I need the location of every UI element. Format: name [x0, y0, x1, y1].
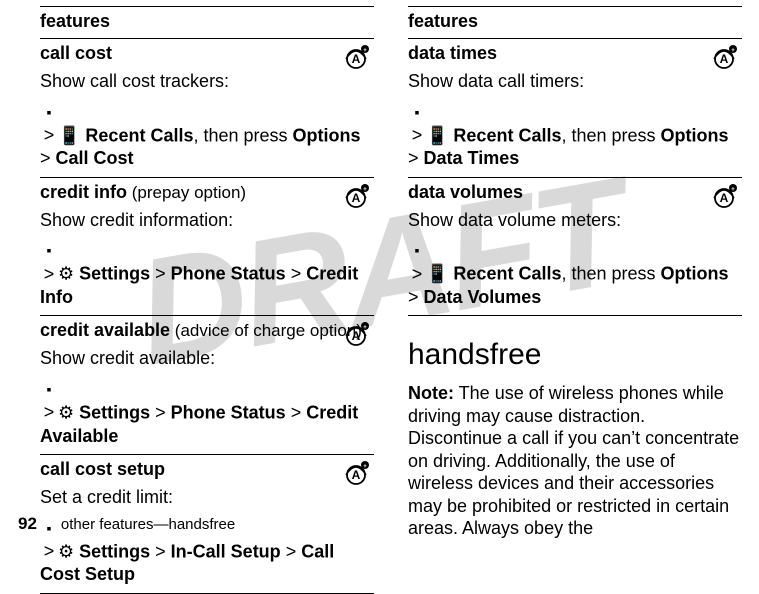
left-header-row: features [40, 6, 374, 38]
path-seg: > [408, 287, 424, 307]
menu-icon: 📱 [426, 125, 448, 145]
center-key-icon: ⬝ > [40, 378, 58, 425]
right-header-row: features [408, 6, 742, 38]
path-seg: > [286, 264, 307, 284]
path-seg: > [40, 148, 56, 168]
network-availability-icon: A+ [342, 45, 372, 71]
svg-text:+: + [363, 464, 367, 470]
feature-desc: Set a credit limit: [40, 486, 374, 509]
svg-text:+: + [731, 48, 735, 54]
feature-path: ⬝ > 📱 Recent Calls, then press Options >… [408, 101, 742, 171]
path-seg: Call Cost [56, 148, 134, 168]
network-availability-icon: A+ [342, 184, 372, 210]
center-key-icon: ⬝ > [40, 101, 58, 148]
menu-icon: 📱 [58, 125, 80, 145]
path-seg: , then press [561, 264, 660, 284]
center-key-icon: ⬝ > [40, 239, 58, 286]
svg-text:A: A [352, 191, 361, 205]
path-seg: Phone Status [171, 402, 286, 422]
svg-text:+: + [363, 48, 367, 54]
network-availability-icon: A+ [710, 184, 740, 210]
feature-title: data volumes [408, 182, 523, 202]
svg-text:A: A [720, 191, 729, 205]
row-data-volumes: data volumes A+ Show data volume meters:… [408, 177, 742, 317]
feature-path: ⬝ > ⚙ Settings > In-Call Setup > Call Co… [40, 517, 374, 587]
feature-title: credit info [40, 182, 127, 202]
feature-suffix: (prepay option) [127, 183, 246, 202]
feature-desc: Show data volume meters: [408, 209, 742, 232]
svg-text:+: + [731, 187, 735, 193]
feature-suffix: (advice of charge option) [170, 321, 362, 340]
path-seg: Settings [74, 264, 150, 284]
page-content: features call cost A+ Show call cost tra… [0, 0, 759, 594]
path-seg: , then press [193, 125, 292, 145]
feature-title: data times [408, 43, 497, 63]
svg-text:A: A [720, 52, 729, 66]
right-header: features [408, 11, 478, 31]
feature-path: ⬝ > 📱 Recent Calls, then press Options >… [40, 101, 374, 171]
feature-path: ⬝ > 📱 Recent Calls, then press Options >… [408, 239, 742, 309]
path-seg: > [408, 148, 424, 168]
row-credit-info: credit info (prepay option) A+ Show cred… [40, 177, 374, 316]
row-call-cost: call cost A+ Show call cost trackers: ⬝ … [40, 38, 374, 177]
path-seg: Recent Calls [448, 264, 561, 284]
row-credit-available: credit available (advice of charge optio… [40, 315, 374, 454]
feature-desc: Show data call timers: [408, 70, 742, 93]
path-seg: Options [661, 125, 729, 145]
feature-title: call cost setup [40, 459, 165, 479]
path-seg: , then press [561, 125, 660, 145]
svg-text:+: + [363, 187, 367, 193]
path-seg: Phone Status [171, 264, 286, 284]
path-seg: > [286, 402, 307, 422]
path-seg: Options [661, 264, 729, 284]
svg-text:A: A [352, 329, 361, 343]
feature-desc: Show credit available: [40, 347, 374, 370]
path-seg: > [150, 264, 171, 284]
svg-text:+: + [363, 325, 367, 331]
note-text: The use of wireless phones while driving… [408, 383, 739, 538]
network-availability-icon: A+ [342, 322, 372, 348]
section-heading-handsfree: handsfree [408, 338, 742, 372]
feature-desc: Show credit information: [40, 209, 374, 232]
path-seg: Recent Calls [448, 125, 561, 145]
svg-text:A: A [352, 468, 361, 482]
network-availability-icon: A+ [342, 461, 372, 487]
menu-icon: ⚙ [58, 264, 74, 284]
path-seg: Recent Calls [80, 125, 193, 145]
center-key-icon: ⬝ > [408, 101, 426, 148]
right-column: features data times A+ Show data call ti… [408, 6, 742, 594]
path-seg: Options [293, 125, 361, 145]
left-header: features [40, 11, 110, 31]
center-key-icon: ⬝ > [40, 517, 58, 564]
path-seg: Data Volumes [424, 287, 542, 307]
path-seg: > [150, 402, 171, 422]
network-availability-icon: A+ [710, 45, 740, 71]
row-call-cost-setup: call cost setup A+ Set a credit limit: ⬝… [40, 454, 374, 594]
menu-icon: ⚙ [58, 402, 74, 422]
menu-icon: 📱 [426, 264, 448, 284]
row-data-times: data times A+ Show data call timers: ⬝ >… [408, 38, 742, 177]
feature-title: credit available [40, 320, 170, 340]
note-label: Note: [408, 383, 454, 403]
center-key-icon: ⬝ > [408, 239, 426, 286]
feature-desc: Show call cost trackers: [40, 70, 374, 93]
feature-path: ⬝ > ⚙ Settings > Phone Status > Credit I… [40, 239, 374, 309]
svg-text:A: A [352, 52, 361, 66]
path-seg: Settings [74, 402, 150, 422]
left-column: features call cost A+ Show call cost tra… [40, 6, 374, 594]
path-seg: Data Times [424, 148, 520, 168]
feature-title: call cost [40, 43, 112, 63]
feature-path: ⬝ > ⚙ Settings > Phone Status > Credit A… [40, 378, 374, 448]
handsfree-note: Note: The use of wireless phones while d… [408, 382, 742, 540]
